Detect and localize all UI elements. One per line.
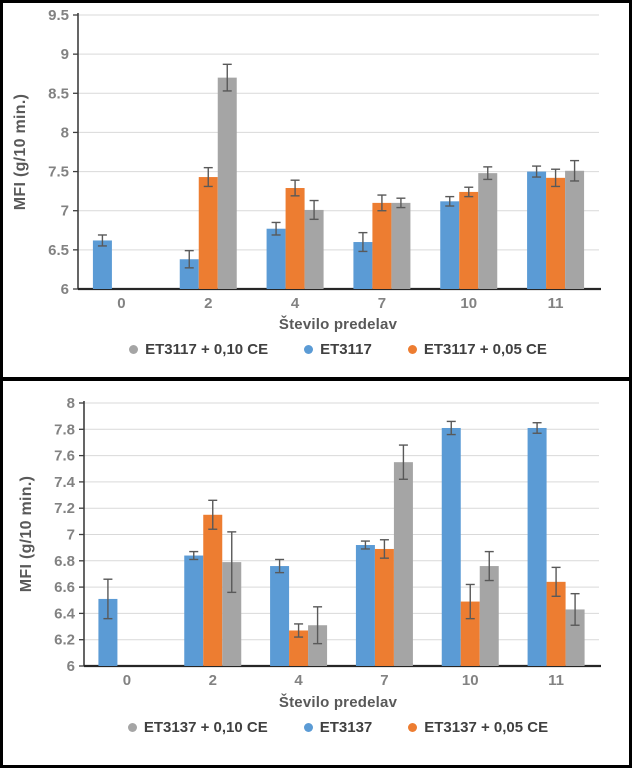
y-tick-label: 6.6 bbox=[54, 579, 75, 596]
y-tick-label: 8.5 bbox=[48, 85, 69, 102]
y-tick-label: 7 bbox=[67, 527, 75, 544]
bar-et3137-0-05-ce bbox=[546, 581, 566, 666]
y-tick-label: 9.5 bbox=[48, 7, 69, 24]
bar-et3137 bbox=[355, 545, 375, 666]
y-tick-label: 6.2 bbox=[54, 632, 75, 649]
bar-et3117-0-10-ce bbox=[565, 170, 585, 289]
x-category-label: 7 bbox=[378, 295, 386, 312]
legend-marker-gray-icon bbox=[129, 345, 139, 354]
legend-label: ET3137 bbox=[319, 719, 373, 736]
bar-et3117 bbox=[353, 242, 373, 289]
legend-label: ET3117 + 0,05 CE bbox=[423, 341, 547, 358]
bar-et3117-0-05-ce bbox=[459, 191, 479, 289]
y-tick-label: 7.8 bbox=[54, 421, 75, 438]
x-category-label: 7 bbox=[380, 672, 388, 689]
bar-et3117-0-10-ce bbox=[217, 77, 237, 289]
y-tick-label: 7.5 bbox=[48, 164, 69, 181]
legend-item: ET3137 bbox=[303, 719, 373, 736]
x-category-label: 10 bbox=[460, 295, 477, 312]
y-tick-label: 9 bbox=[61, 46, 69, 63]
x-axis-title: Število predelav bbox=[278, 316, 398, 333]
x-category-label: 4 bbox=[294, 672, 303, 689]
legend-item: ET3117 bbox=[304, 341, 372, 358]
legend-item: ET3137 + 0,05 CE bbox=[408, 719, 548, 736]
bar-et3137-0-10-ce bbox=[222, 562, 242, 666]
y-tick-label: 7.6 bbox=[54, 448, 75, 465]
bar-et3137 bbox=[184, 555, 204, 666]
legend-marker-orange-icon bbox=[408, 723, 418, 732]
legend: ET3117 + 0,10 CE ET3117 ET3117 + 0,05 CE bbox=[3, 341, 629, 358]
legend-marker-blue-icon bbox=[304, 345, 314, 354]
bar-et3117-0-05-ce bbox=[285, 188, 305, 289]
y-tick-label: 6 bbox=[67, 658, 75, 675]
x-category-label: 10 bbox=[462, 672, 479, 689]
bar-et3117-0-05-ce bbox=[546, 177, 566, 289]
y-tick-label: 6 bbox=[61, 281, 69, 298]
legend-label: ET3117 + 0,10 CE bbox=[145, 341, 269, 358]
bar-et3137 bbox=[441, 427, 461, 666]
x-category-label: 11 bbox=[548, 295, 564, 312]
chart-panel-et3137: 6 6.2 6.4 6.6 6.8 7 7.2 7.4 7.6 7.8 8 0 2 4 7 10 11 MFI … bbox=[3, 381, 629, 765]
bar-et3117-0-10-ce bbox=[478, 173, 498, 289]
bar-et3137 bbox=[527, 427, 547, 666]
bar-et3137-0-10-ce bbox=[565, 609, 585, 666]
bar-et3137-0-05-ce bbox=[203, 514, 223, 666]
legend-label: ET3117 bbox=[320, 341, 372, 358]
bar-et3117-0-05-ce bbox=[198, 177, 218, 289]
y-tick-label: 8 bbox=[67, 395, 75, 412]
bar-et3137 bbox=[98, 598, 118, 666]
x-category-label: 2 bbox=[209, 672, 217, 689]
bar-chart-et3117: 6 6.5 7 7.5 8 8.5 9 9.5 0 2 4 7 10 11 MFI (g/10 min.) bbox=[12, 7, 601, 312]
x-category-label: 4 bbox=[291, 295, 300, 312]
bar-et3117 bbox=[179, 259, 199, 289]
bar-et3137-0-05-ce bbox=[374, 548, 394, 666]
bar-et3137-0-05-ce bbox=[289, 630, 309, 666]
legend: ET3137 + 0,10 CE ET3137 ET3137 + 0,05 CE bbox=[3, 719, 629, 736]
bar-et3117-0-10-ce bbox=[304, 209, 324, 289]
bar-et3117 bbox=[92, 240, 112, 289]
y-tick-label: 7.4 bbox=[54, 474, 76, 491]
x-category-label: 2 bbox=[204, 295, 212, 312]
y-axis-title: MFI (g/10 min.) bbox=[12, 94, 29, 211]
legend-marker-blue-icon bbox=[303, 723, 313, 732]
y-tick-label: 6.8 bbox=[54, 553, 75, 570]
x-category-label: 0 bbox=[123, 672, 131, 689]
bar-et3117 bbox=[440, 201, 460, 289]
y-tick-label: 8 bbox=[61, 124, 69, 141]
bar-et3137 bbox=[270, 566, 290, 666]
bar-et3117-0-10-ce bbox=[391, 202, 411, 289]
bar-et3137-0-10-ce bbox=[393, 462, 413, 666]
chart-panel-et3117: 6 6.5 7 7.5 8 8.5 9 9.5 0 2 4 7 10 11 MFI (g/10 min.)… bbox=[3, 3, 629, 377]
legend-item: ET3117 + 0,05 CE bbox=[407, 341, 547, 358]
y-tick-label: 7 bbox=[61, 203, 69, 220]
legend-marker-orange-icon bbox=[407, 345, 417, 354]
y-axis-title: MFI (g/10 min.) bbox=[18, 476, 35, 593]
bar-chart-et3137: 6 6.2 6.4 6.6 6.8 7 7.2 7.4 7.6 7.8 8 0 2 4 7 10 11 MFI … bbox=[18, 395, 601, 689]
legend-item: ET3117 + 0,10 CE bbox=[129, 341, 268, 358]
x-category-label: 11 bbox=[548, 672, 564, 689]
legend-label: ET3137 + 0,05 CE bbox=[424, 719, 549, 736]
bar-et3117 bbox=[266, 228, 286, 289]
bar-et3117-0-05-ce bbox=[372, 202, 392, 289]
bar-et3137-0-05-ce bbox=[460, 601, 480, 666]
legend-item: ET3137 + 0,10 CE bbox=[127, 719, 268, 736]
bar-et3117 bbox=[527, 171, 547, 289]
bar-et3137-0-10-ce bbox=[308, 625, 328, 666]
y-tick-label: 6.4 bbox=[54, 605, 76, 622]
x-axis-title: Število predelav bbox=[278, 694, 398, 711]
legend-label: ET3137 + 0,10 CE bbox=[143, 719, 268, 736]
x-category-label: 0 bbox=[117, 295, 125, 312]
y-tick-label: 7.2 bbox=[54, 500, 75, 517]
legend-marker-gray-icon bbox=[127, 723, 137, 732]
bar-et3137-0-10-ce bbox=[479, 566, 499, 666]
y-tick-label: 6.5 bbox=[48, 242, 69, 259]
